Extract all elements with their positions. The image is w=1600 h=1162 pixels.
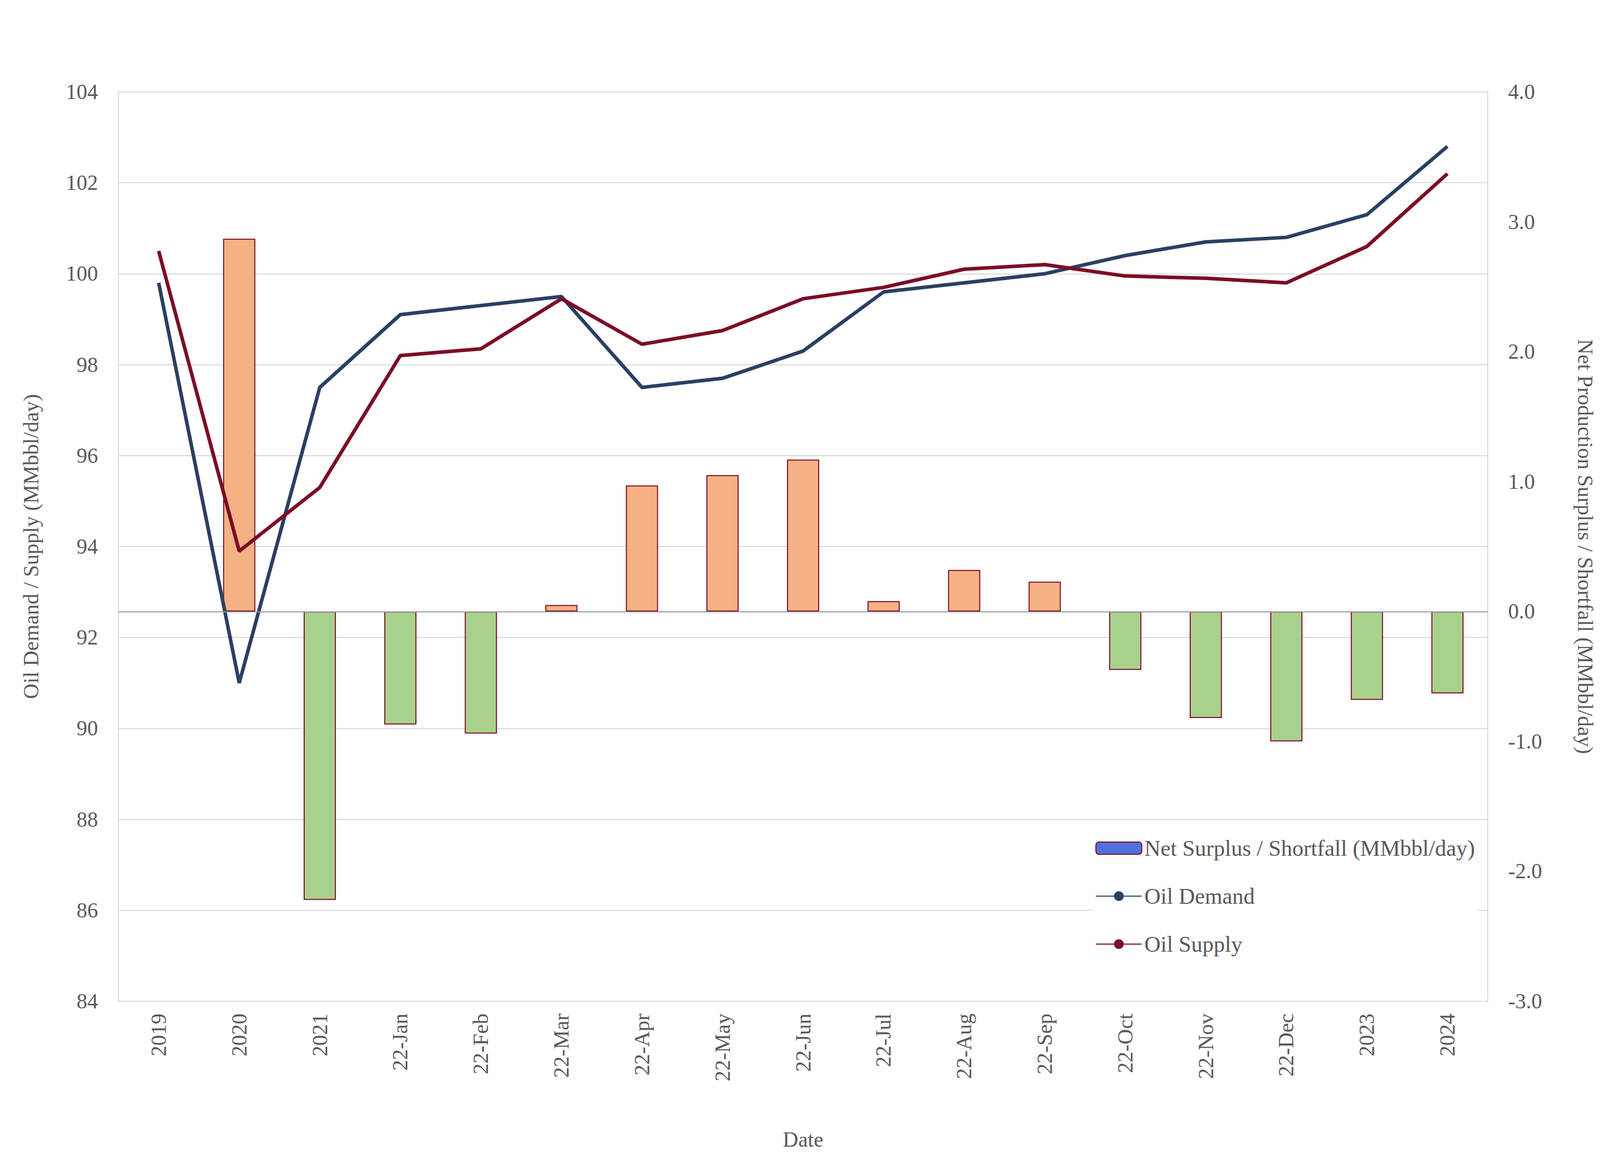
- svg-text:2019: 2019: [146, 1013, 171, 1057]
- svg-text:2023: 2023: [1355, 1013, 1379, 1057]
- svg-text:4.0: 4.0: [1508, 80, 1536, 104]
- svg-text:22-Feb: 22-Feb: [469, 1013, 493, 1075]
- svg-text:-3.0: -3.0: [1508, 989, 1543, 1014]
- svg-text:22-May: 22-May: [710, 1013, 735, 1082]
- svg-text:22-Aug: 22-Aug: [952, 1013, 976, 1079]
- svg-text:98: 98: [76, 353, 98, 377]
- svg-text:102: 102: [65, 170, 98, 195]
- svg-text:Oil Supply: Oil Supply: [1144, 931, 1243, 957]
- svg-text:22-Sep: 22-Sep: [1032, 1013, 1057, 1075]
- svg-text:2.0: 2.0: [1508, 339, 1536, 364]
- svg-text:Oil Demand: Oil Demand: [1144, 883, 1255, 909]
- svg-text:Oil Demand / Supply (MMbbl/day: Oil Demand / Supply (MMbbl/day): [19, 394, 44, 699]
- svg-text:22-Nov: 22-Nov: [1194, 1013, 1218, 1079]
- svg-text:-1.0: -1.0: [1508, 729, 1543, 754]
- svg-text:100: 100: [65, 261, 98, 286]
- svg-text:22-Apr: 22-Apr: [630, 1013, 654, 1076]
- svg-text:2020: 2020: [227, 1013, 252, 1057]
- svg-text:2021: 2021: [308, 1013, 332, 1057]
- svg-text:22-Jun: 22-Jun: [791, 1013, 816, 1072]
- svg-text:96: 96: [76, 444, 98, 468]
- svg-text:Date: Date: [782, 1127, 824, 1152]
- svg-text:86: 86: [76, 898, 98, 923]
- svg-text:88: 88: [76, 807, 98, 832]
- svg-text:92: 92: [76, 625, 98, 650]
- svg-text:-2.0: -2.0: [1508, 859, 1543, 883]
- svg-text:22-Oct: 22-Oct: [1113, 1013, 1138, 1074]
- svg-text:1.0: 1.0: [1508, 470, 1536, 494]
- svg-text:84: 84: [76, 989, 98, 1014]
- svg-text:Net Surplus / Shortfall (MMbbl: Net Surplus / Shortfall (MMbbl/day): [1144, 835, 1475, 861]
- svg-text:Net Production Surplus / Short: Net Production Surplus / Shortfall (MMbb…: [1572, 338, 1597, 754]
- svg-text:22-Mar: 22-Mar: [549, 1013, 574, 1078]
- svg-text:22-Dec: 22-Dec: [1274, 1013, 1298, 1077]
- svg-text:94: 94: [76, 534, 98, 559]
- svg-text:2024: 2024: [1435, 1013, 1460, 1057]
- svg-text:22-Jul: 22-Jul: [871, 1013, 896, 1068]
- svg-text:3.0: 3.0: [1508, 210, 1536, 234]
- svg-text:90: 90: [76, 716, 98, 741]
- svg-text:22-Jan: 22-Jan: [388, 1013, 412, 1071]
- svg-text:0.0: 0.0: [1508, 599, 1536, 624]
- svg-text:104: 104: [65, 80, 98, 104]
